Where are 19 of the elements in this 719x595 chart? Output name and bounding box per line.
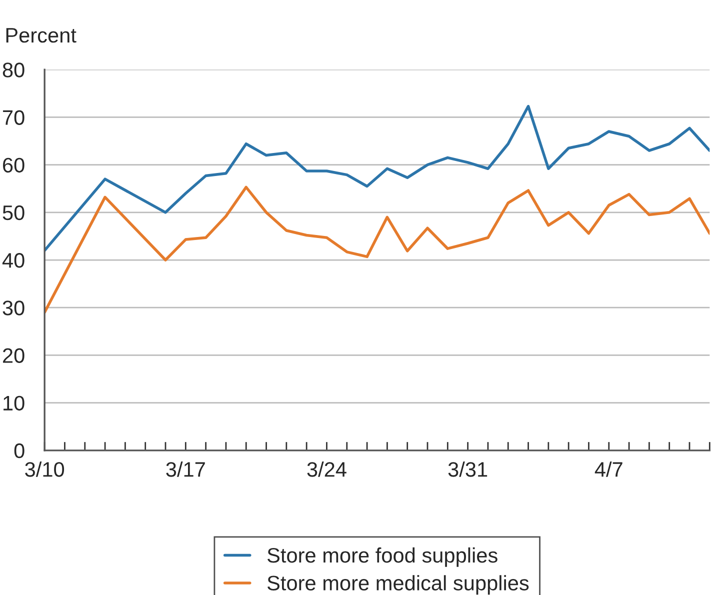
x-tick-label: 4/7 (594, 462, 622, 477)
line-series (44, 104, 710, 252)
y-tick-label: 10 (4, 396, 24, 411)
x-tick-label: 3/31 (448, 462, 488, 477)
line-series (44, 186, 710, 314)
x-tick-label: 3/17 (166, 462, 205, 477)
y-axis-title: Percent (6, 28, 76, 43)
y-tick-label: 40 (2, 253, 24, 268)
y-tick-label: 30 (2, 300, 24, 316)
x-tick-label: 3/24 (307, 462, 346, 477)
x-tick-label: 3/10 (25, 462, 64, 477)
legend-label: Store more food supplies (267, 547, 498, 567)
y-tick-label: 80 (2, 62, 24, 78)
y-tick-label: 50 (2, 205, 24, 220)
legend-label: Store more medical supplies (267, 575, 529, 595)
y-tick-label: 60 (3, 158, 24, 173)
y-tick-label: 0 (14, 443, 24, 458)
y-tick-label: 70 (3, 110, 24, 125)
y-tick-label: 20 (3, 348, 24, 363)
